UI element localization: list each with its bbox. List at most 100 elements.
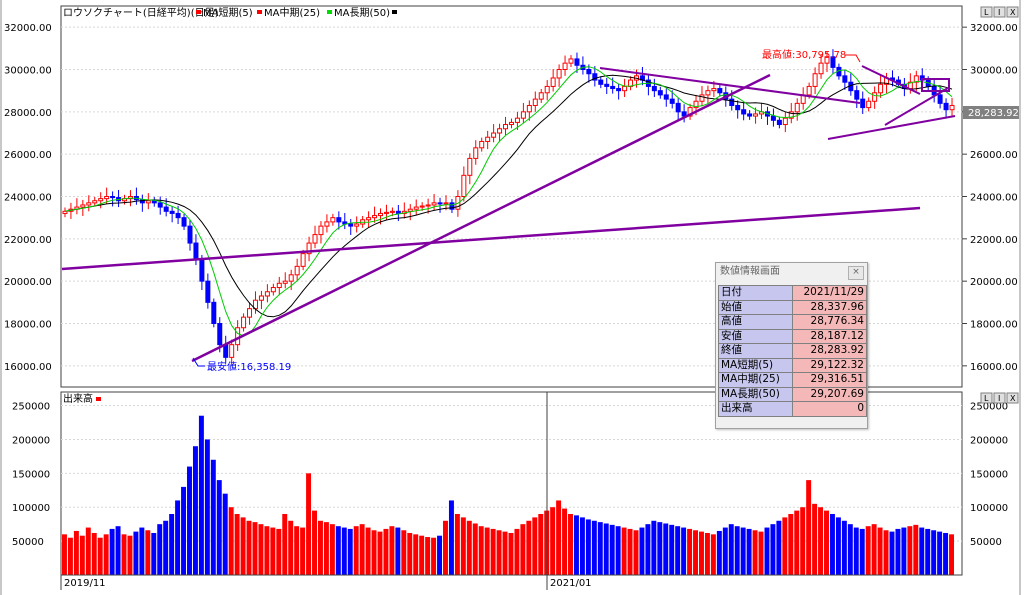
candle-body	[419, 205, 425, 208]
volume-axis-left: 250000 200000 150000 100000 50000	[12, 402, 50, 549]
price-tick-label: 26000.00	[4, 150, 52, 161]
volume-bar	[145, 530, 151, 575]
candle-body	[616, 88, 622, 92]
volume-bar	[943, 532, 949, 575]
candle-body	[110, 196, 116, 199]
price-tick-label-right: 20000.00	[970, 277, 1018, 288]
volume-bar	[222, 493, 228, 575]
info-panel[interactable]: 数値情報画面 × 日付 2021/11/29 始値 28,337.96 高値 28,776…	[715, 262, 868, 429]
vol-win-button-l[interactable]	[980, 392, 993, 404]
candle-body	[776, 119, 782, 126]
volume-bar	[597, 522, 603, 575]
volume-bar	[728, 524, 734, 575]
win-button-i-label: I	[998, 8, 1000, 17]
volume-bar	[73, 530, 79, 575]
volume-bar	[157, 524, 163, 575]
volume-bar	[639, 527, 645, 575]
candle-body	[687, 107, 693, 117]
vol-win-button-x[interactable]	[1006, 392, 1019, 404]
info-row: 終値 28,283.92	[718, 343, 867, 359]
candle-body	[175, 212, 181, 219]
candle-body	[526, 104, 532, 113]
candle-body	[854, 90, 860, 100]
window-buttons[interactable]: L I X L I X	[980, 6, 1019, 404]
info-row-value: 28,283.92	[792, 343, 867, 359]
candle-body	[264, 291, 270, 297]
candle-body	[258, 295, 264, 301]
current-price-label: 28,283.92	[968, 108, 1019, 119]
volume-bar	[163, 520, 169, 575]
trend-line-uptrend[interactable]	[191, 73, 771, 363]
volume-bar	[651, 520, 657, 575]
low-annotation-pointer	[192, 357, 205, 367]
candle-body	[437, 202, 443, 205]
volume-bar	[526, 520, 532, 575]
win-button-x[interactable]	[1006, 6, 1019, 18]
candle-body	[818, 62, 824, 75]
info-panel-title[interactable]: 数値情報画面	[716, 263, 867, 281]
candle-body	[538, 92, 544, 100]
info-table: 日付 2021/11/29 始値 28,337.96 高値 28,776.34 安値 28,1…	[718, 285, 867, 417]
volume-bar	[234, 514, 240, 575]
candle-body	[241, 316, 247, 329]
volume-bar	[62, 534, 67, 575]
trend-line-lower-wedge[interactable]	[827, 115, 956, 140]
volume-bar	[181, 486, 187, 575]
volume-bar	[115, 526, 121, 575]
volume-bar	[901, 527, 907, 575]
volume-bar	[877, 527, 883, 575]
vol-win-button-x-label: X	[1010, 394, 1016, 403]
candle-body	[80, 204, 86, 208]
trend-line-upper-wedge[interactable]	[861, 65, 921, 95]
volume-bar	[603, 523, 609, 575]
volume-bar	[508, 532, 514, 575]
candle-body	[830, 56, 836, 68]
volume-bar	[907, 526, 913, 575]
win-button-i[interactable]	[993, 6, 1006, 18]
price-tick-label: 28000.00	[4, 108, 52, 119]
volume-bar	[329, 524, 335, 575]
volume-bar	[502, 531, 508, 575]
volume-bar	[812, 503, 818, 575]
trend-line-support-long[interactable]	[61, 206, 921, 271]
volume-bar	[443, 520, 448, 575]
candle-body	[532, 98, 538, 106]
volume-bar	[532, 517, 538, 575]
volume-bar	[216, 480, 222, 575]
info-row-key: MA長期(50)	[718, 386, 793, 402]
info-row-value: 0	[792, 401, 867, 417]
candle-body	[717, 88, 723, 94]
trend-box[interactable]	[921, 78, 950, 92]
candle-body	[98, 198, 104, 202]
candle-body	[705, 90, 711, 96]
volume-tick-label: 50000	[12, 537, 44, 548]
win-button-l[interactable]	[980, 6, 993, 18]
candle-body	[866, 100, 872, 109]
volume-bar	[841, 520, 847, 575]
candle-body	[913, 75, 919, 83]
candle-body	[336, 217, 342, 223]
volume-bar	[389, 526, 395, 575]
candle-body	[520, 111, 526, 119]
volume-bar	[514, 528, 520, 575]
volume-bar	[829, 514, 835, 575]
ma-long-line	[64, 74, 953, 318]
trend-line-inner-wedge[interactable]	[884, 87, 949, 126]
volume-bar	[609, 524, 615, 575]
trend-lines[interactable]	[61, 65, 956, 363]
candle-body	[473, 147, 479, 159]
candle-body	[205, 280, 211, 303]
volume-bar	[520, 524, 526, 575]
info-row-key: 始値	[718, 299, 793, 315]
info-panel-close-button[interactable]: ×	[848, 266, 864, 280]
vol-win-button-i[interactable]	[993, 392, 1006, 404]
price-tick-label: 16000.00	[4, 362, 52, 373]
volume-bar	[460, 517, 466, 575]
volume-bar	[538, 514, 544, 575]
volume-bar	[562, 508, 568, 575]
candle-body	[735, 104, 741, 111]
volume-bar	[300, 527, 306, 575]
trend-line-resistance[interactable]	[599, 67, 861, 104]
info-row: MA短期(5) 29,122.32	[718, 357, 867, 373]
